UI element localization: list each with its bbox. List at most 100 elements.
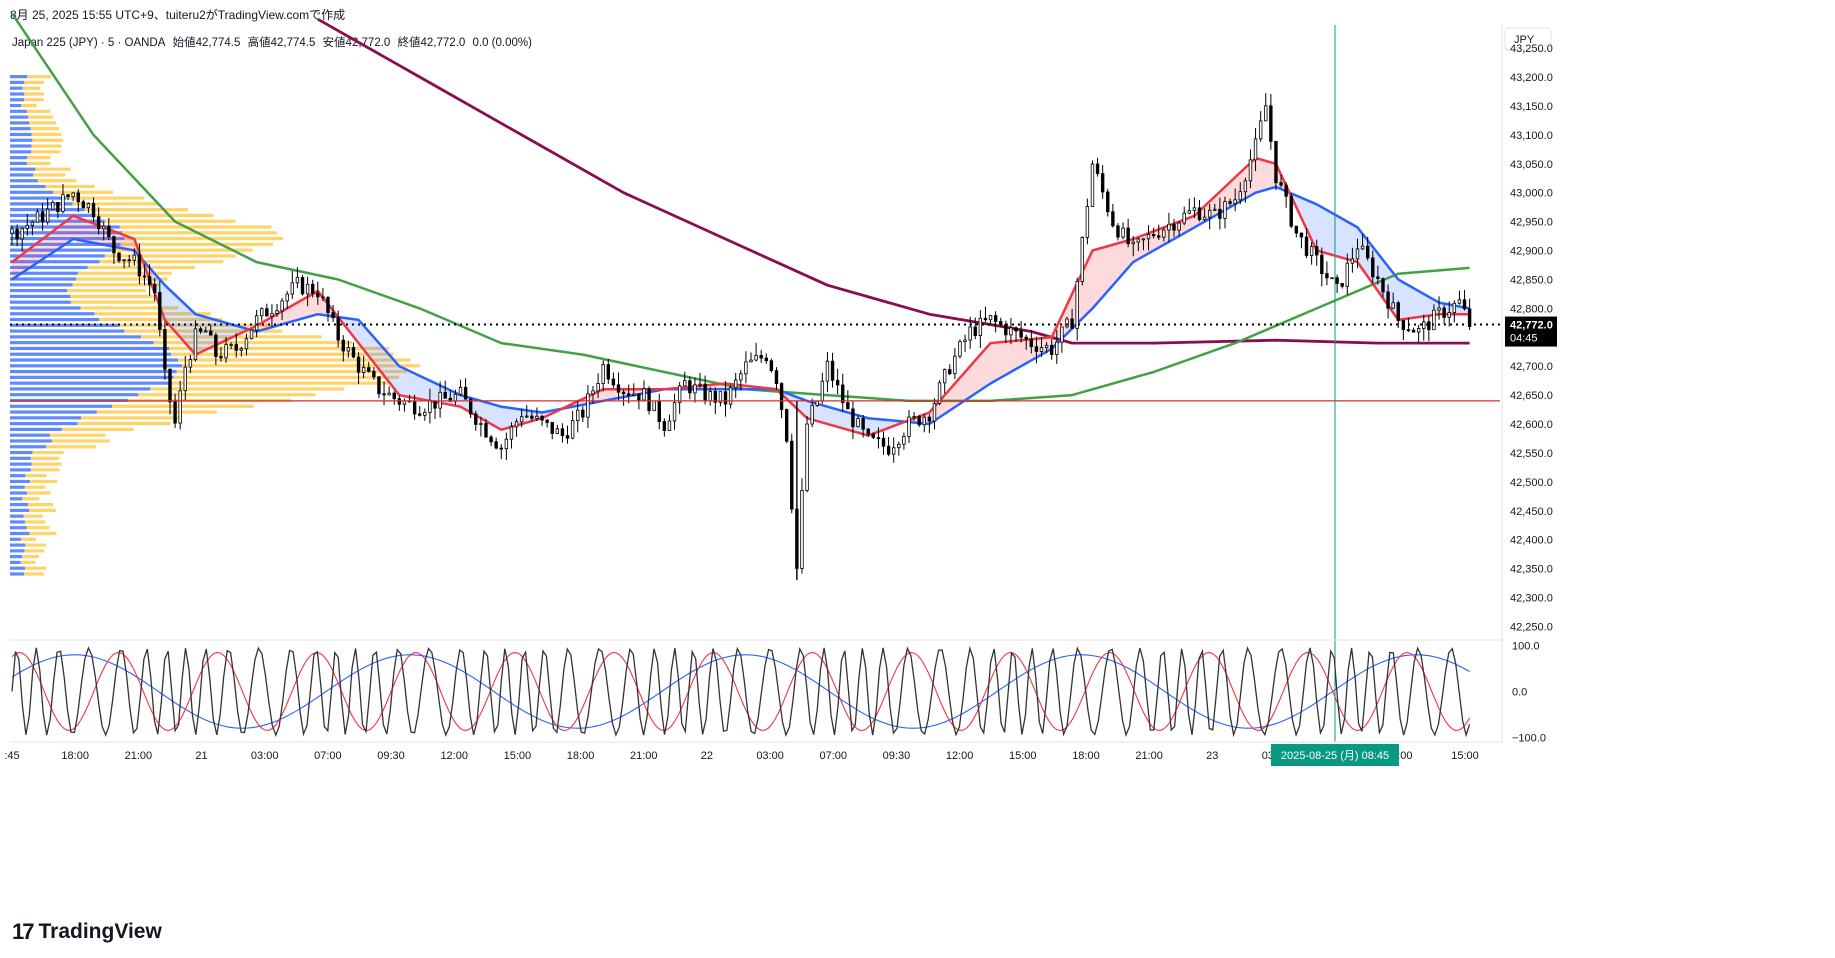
price-tick-label: 42,250.0 [1510,621,1553,633]
candle-body [1309,246,1314,256]
candle-body [525,415,529,418]
candle-body [1177,222,1181,231]
candle-body [519,416,524,423]
candle-body [1213,208,1217,211]
ema-cloud-segment [164,285,176,332]
volume-profile-bar [87,265,196,270]
volume-profile-bar [26,526,50,530]
volume-profile-bar [104,254,236,258]
price-tick-label: 42,950.0 [1510,217,1553,229]
volume-profile-bar [22,497,40,501]
volume-profile-bar [81,416,180,420]
ema-cloud-segment [990,342,1001,384]
volume-profile-bar [10,537,21,541]
candle-body [1411,329,1416,333]
candle-body [917,416,921,426]
volume-profile-bar [10,248,112,252]
candle-body [698,383,702,386]
candle-body [234,344,238,351]
candle-body [433,400,437,409]
volume-profile-bar [31,462,62,466]
ema-cloud-segment [113,231,125,249]
volume-profile-bar [70,294,154,299]
ema-cloud-segment [1102,244,1113,297]
candle-body [744,361,748,375]
candle-body [693,384,697,394]
candle-body [1360,245,1365,250]
candle-body [1330,277,1334,280]
ema-cloud-segment [603,389,614,401]
volume-profile-bar [10,375,174,379]
candle-body [300,277,305,295]
candle-body [825,360,830,382]
volume-profile-bar [10,335,141,339]
candle-body [754,355,758,361]
candle-body [1141,238,1146,241]
price-tick-label: 43,100.0 [1510,130,1553,142]
candle-body [581,409,585,418]
volume-profile-bar [66,289,146,293]
candle-body [856,418,860,428]
time-tick-label: 15:00 [1451,750,1479,762]
legend-low: 安値42,772.0 [322,37,391,49]
volume-profile-bar [29,531,57,536]
candle-body [509,426,514,440]
candle-body [275,310,279,314]
volume-profile-bar [22,555,39,559]
candle-body [35,211,40,223]
time-tick-label: 09:30 [377,750,405,762]
candle-body [372,371,376,378]
volume-profile-bar [10,306,81,310]
candle-body [158,292,162,330]
candle-body [499,447,503,450]
volume-profile-bar [10,531,30,536]
volume-profile-bar [10,566,26,570]
oscillator-tick-label: 100.0 [1512,641,1540,653]
candle-body [198,328,203,332]
time-tick-label: 12:00 [946,750,974,762]
volume-profile-bar [10,213,96,218]
volume-profile-bar [37,179,77,183]
candle-body [1218,208,1222,219]
candle-body [168,368,172,403]
volume-profile-bar [72,283,159,287]
price-tick-label: 42,600.0 [1510,419,1553,431]
candle-body [759,355,763,359]
candle-body [963,339,967,342]
time-tick-label: 03:00 [756,750,784,762]
volume-profile-bar [10,202,73,206]
candle-body [616,384,621,393]
volume-profile-bar [22,86,41,90]
candle-body [1065,318,1069,328]
volume-profile-bar [10,103,22,108]
candle-body [102,225,106,230]
candle-body [688,380,692,394]
candle-body [458,386,463,395]
ema-cloud-segment [307,291,318,318]
candle-body [621,391,626,395]
candle-body [626,393,631,396]
countdown-label: 04:45 [1510,333,1538,345]
legend-symbol[interactable]: Japan 225 (JPY) · 5 · OANDA [12,37,166,49]
volume-profile-bar [10,156,27,160]
volume-profile-bar [10,445,47,449]
candle-body [1085,206,1090,238]
candle-body [367,367,371,372]
candle-body [56,201,60,212]
volume-profile-bar [10,289,67,293]
ema-cloud-segment [317,291,328,316]
ema-cloud-segment [939,389,950,418]
candle-body [1427,321,1431,331]
candle-body [1447,312,1451,318]
candle-body [851,408,855,428]
candle-body [927,416,932,422]
brand[interactable]: 17 TradingView [12,919,162,945]
candle-body [1090,163,1095,207]
time-tick-label: 21:00 [630,750,658,762]
volume-profile-bar [10,329,125,333]
candle-body [657,400,661,422]
volume-profile-bar [10,254,105,258]
candle-body [76,192,80,203]
time-tick-label: 18:00 [1072,750,1100,762]
